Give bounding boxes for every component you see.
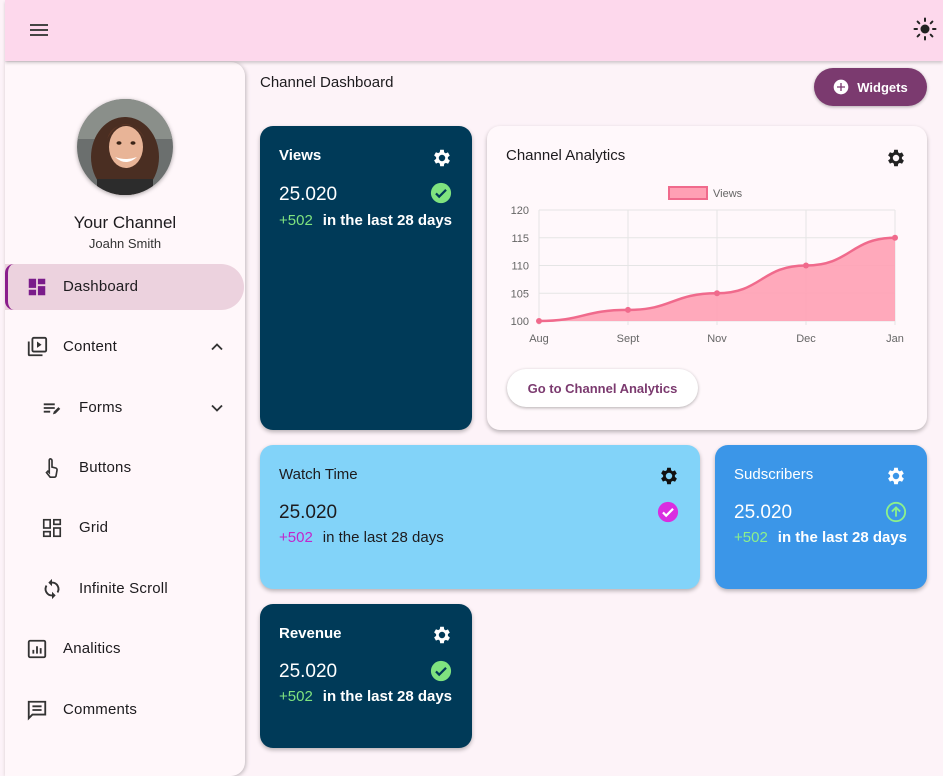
dashboard-icon bbox=[28, 278, 46, 296]
chevron-down-icon[interactable] bbox=[207, 398, 227, 418]
user-name: Joahn Smith bbox=[88, 236, 162, 251]
gear-icon[interactable] bbox=[885, 465, 907, 487]
channel-analytics-card: Channel Analytics Views 100 105 110 115 120 Au… bbox=[487, 126, 927, 430]
data-point bbox=[625, 306, 631, 313]
series-area bbox=[539, 237, 895, 321]
subscribers-delta: +502 in the last 28 days bbox=[734, 529, 907, 546]
check-circle-icon bbox=[657, 501, 679, 523]
sync-icon bbox=[44, 578, 60, 600]
sidebar-item-buttons[interactable]: Buttons bbox=[5, 445, 245, 491]
watch-time-title: Watch Time bbox=[279, 466, 358, 483]
views-delta-text: in the last 28 days bbox=[322, 212, 453, 229]
views-area-chart: Views 100 105 110 115 120 Aug Sept Nov Dec Jan bbox=[511, 186, 904, 345]
x-tick-label: Aug bbox=[529, 333, 549, 345]
add-circle-icon bbox=[833, 79, 849, 95]
avatar-photo bbox=[77, 99, 173, 195]
widgets-button[interactable]: Widgets bbox=[814, 68, 927, 106]
y-tick-label: 110 bbox=[511, 261, 529, 273]
top-app-bar bbox=[5, 0, 943, 61]
video-library-icon bbox=[27, 336, 48, 357]
y-tick-label: 105 bbox=[511, 288, 529, 300]
watch-time-delta-value: +502 bbox=[279, 529, 313, 546]
gear-icon[interactable] bbox=[431, 624, 453, 646]
watch-time-delta-text: in the last 28 days bbox=[322, 529, 444, 546]
arrow-up-circle-icon bbox=[885, 501, 907, 523]
legend-swatch bbox=[668, 186, 708, 200]
views-title: Views bbox=[279, 147, 322, 164]
gear-icon[interactable] bbox=[885, 147, 907, 169]
go-to-channel-analytics-button[interactable]: Go to Channel Analytics bbox=[507, 369, 698, 407]
sidebar-item-comments[interactable]: Comments bbox=[5, 687, 245, 733]
watch-time-card: Watch Time 25.020 +502 in the last 28 day… bbox=[260, 445, 700, 589]
x-tick-label: Dec bbox=[796, 333, 816, 345]
sun-icon[interactable] bbox=[913, 17, 937, 41]
grid-icon bbox=[42, 518, 62, 538]
check-circle-icon bbox=[430, 660, 452, 682]
sidebar-item-forms[interactable]: Forms bbox=[5, 385, 245, 431]
data-point bbox=[892, 234, 898, 241]
chevron-up-icon[interactable] bbox=[207, 337, 227, 357]
views-delta: +502 in the last 28 days bbox=[279, 212, 452, 229]
revenue-delta-text: in the last 28 days bbox=[322, 688, 453, 705]
views-value: 25.020 bbox=[279, 184, 338, 205]
analytics-icon bbox=[27, 639, 47, 659]
sidebar-item-grid[interactable]: Grid bbox=[5, 505, 245, 551]
sidebar-item-content[interactable]: Content bbox=[5, 324, 245, 370]
views-card: Views 25.020 +502 in the last 28 days bbox=[260, 126, 472, 430]
menu-icon[interactable] bbox=[27, 18, 51, 42]
x-tick-label: Sept bbox=[617, 333, 640, 345]
watch-time-delta: +502 in the last 28 days bbox=[279, 529, 444, 546]
data-point bbox=[803, 262, 809, 269]
sidebar-item-label: Analitics bbox=[63, 640, 121, 657]
channel-name: Your Channel bbox=[73, 213, 177, 232]
page-title: Channel Dashboard bbox=[260, 74, 394, 91]
x-tick-label: Jan bbox=[886, 333, 904, 345]
views-delta-value: +502 bbox=[279, 212, 313, 229]
legend-label: Views bbox=[713, 188, 743, 200]
watch-time-value: 25.020 bbox=[279, 502, 338, 523]
data-point bbox=[536, 318, 542, 324]
check-circle-icon bbox=[430, 182, 452, 204]
subscribers-title: Sudscribers bbox=[734, 466, 814, 483]
revenue-value: 25.020 bbox=[279, 661, 338, 682]
sidebar-item-label: Forms bbox=[79, 399, 123, 416]
subscribers-delta-text: in the last 28 days bbox=[777, 529, 908, 546]
sidebar: Your Channel Joahn Smith Dashboard Conte… bbox=[5, 62, 245, 776]
subscribers-delta-value: +502 bbox=[734, 529, 768, 546]
channel-analytics-title: Channel Analytics bbox=[506, 147, 626, 164]
revenue-title: Revenue bbox=[279, 625, 342, 642]
y-tick-label: 115 bbox=[511, 233, 529, 245]
gear-icon[interactable] bbox=[431, 147, 453, 169]
subscribers-card: Sudscribers 25.020 +502 in the last 28 da… bbox=[715, 445, 927, 589]
sidebar-item-label: Buttons bbox=[79, 459, 132, 476]
gear-icon[interactable] bbox=[658, 465, 680, 487]
widgets-button-label: Widgets bbox=[857, 79, 908, 95]
subscribers-value: 25.020 bbox=[734, 502, 793, 523]
y-tick-label: 100 bbox=[511, 316, 529, 328]
comment-icon bbox=[27, 700, 47, 721]
x-tick-label: Nov bbox=[707, 333, 727, 345]
sidebar-item-label: Comments bbox=[63, 701, 138, 718]
y-tick-label: 120 bbox=[511, 205, 529, 217]
sidebar-item-dashboard[interactable]: Dashboard bbox=[5, 264, 244, 310]
touch-icon bbox=[45, 458, 58, 478]
edit-note-icon bbox=[43, 403, 61, 415]
revenue-card: Revenue 25.020 +502 in the last 28 days bbox=[260, 604, 472, 748]
sidebar-item-label: Grid bbox=[79, 519, 109, 536]
avatar[interactable] bbox=[77, 99, 173, 195]
revenue-delta: +502 in the last 28 days bbox=[279, 688, 452, 705]
sidebar-item-label: Infinite Scroll bbox=[79, 580, 168, 597]
sidebar-item-label: Content bbox=[63, 338, 117, 355]
sidebar-item-analitics[interactable]: Analitics bbox=[5, 626, 245, 672]
sidebar-item-infinite-scroll[interactable]: Infinite Scroll bbox=[5, 566, 245, 612]
revenue-delta-value: +502 bbox=[279, 688, 313, 705]
data-point bbox=[714, 290, 720, 297]
sidebar-item-label: Dashboard bbox=[63, 278, 139, 295]
